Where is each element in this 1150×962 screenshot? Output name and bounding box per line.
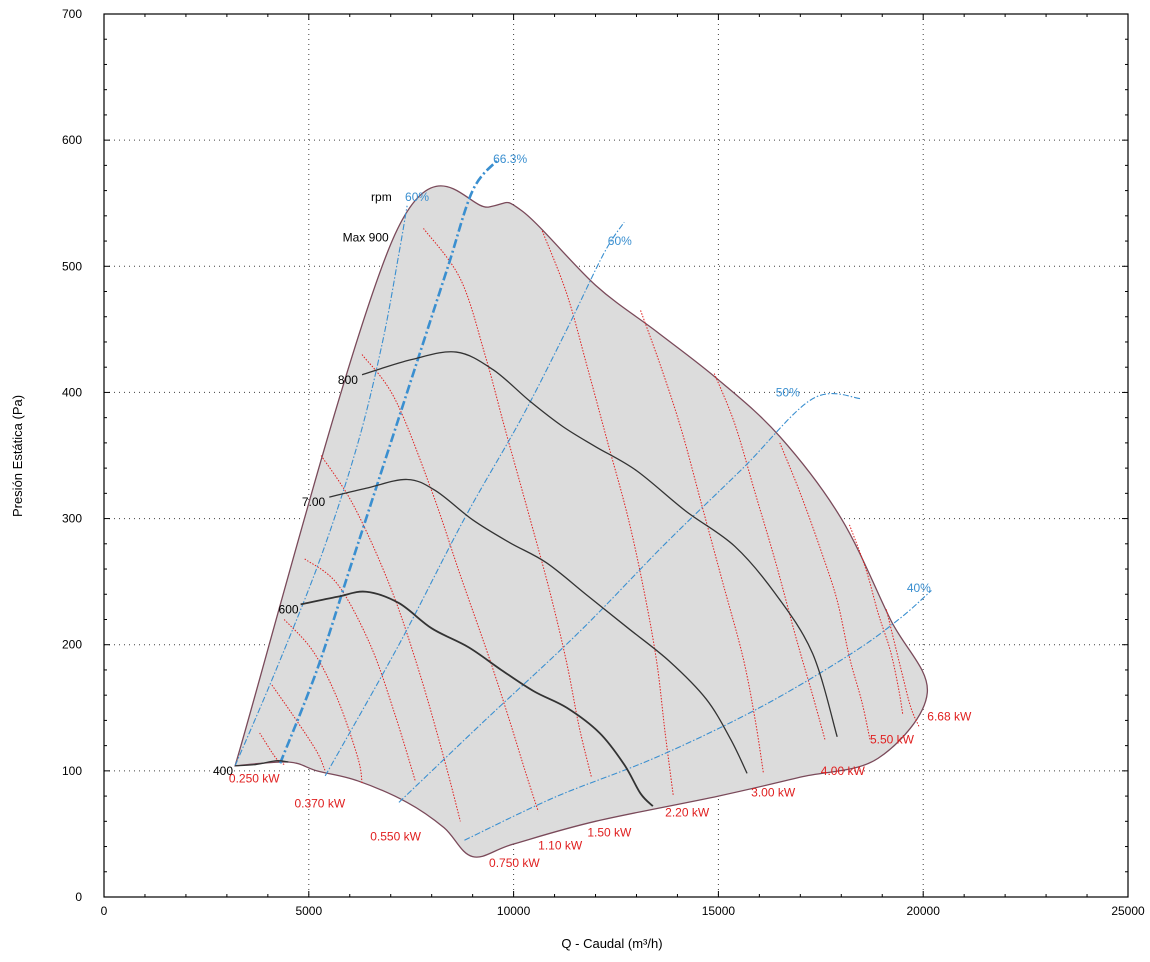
power-curve-2 [283,619,363,784]
y-tick-label: 500 [62,259,82,273]
y-tick-label: 400 [62,385,82,399]
curve-label: 1.50 kW [587,826,632,840]
efficiency-curve-2 [324,221,625,777]
efficiency-curves [234,159,932,841]
curve-label: 7.00 [302,495,326,509]
curve-label: Max 900 [343,230,389,244]
x-tick-label: 25000 [1111,904,1145,918]
power-curves [259,228,920,822]
curve-label: 600 [279,602,299,616]
power-curve-6 [423,228,592,778]
power-curve-9 [713,373,826,740]
curve-label: 0.250 kW [229,771,280,785]
x-tick-label: 0 [101,904,108,918]
curve-label: 4.00 kW [821,764,866,778]
curve-label: 60% [608,234,632,248]
curve-label: 5.50 kW [870,732,915,746]
operating-envelope [234,185,928,858]
y-tick-label: 300 [62,512,82,526]
power-curve-7 [541,230,674,797]
x-tick-label: 15000 [702,904,736,918]
efficiency-curve-1 [278,159,499,764]
efficiency-curve-4 [464,590,932,841]
plot-frame [103,13,1129,898]
power-curve-8 [640,310,764,774]
y-tick-label: 0 [75,890,82,904]
power-curve-0 [259,732,285,765]
rpm-curves [235,351,838,807]
y-axis-title: Presión Estática (Pa) [10,395,25,517]
curve-label: 800 [338,373,358,387]
curve-label: 0.370 kW [294,797,345,811]
curve-label: 0.750 kW [489,856,540,870]
x-axis-title: Q - Caudal (m³/h) [561,936,662,951]
power-curve-11 [849,524,904,715]
power-curve-1 [271,684,326,772]
efficiency-curve-3 [398,393,862,803]
power-curve-10 [779,442,871,740]
curve-labels: rpm 60% Max 900 800 7.00 600 400 66.3% 60% 50% 40%… [213,152,972,870]
curve-label: 66.3% [493,152,527,166]
x-tick-label: 10000 [497,904,531,918]
y-tick-label: 200 [62,638,82,652]
y-tick-label: 600 [62,133,82,147]
rpm-curve-1 [361,351,838,737]
envelope-area [234,185,928,858]
x-tick-label: 5000 [295,904,322,918]
rpm-curve-3 [300,590,654,807]
axes: 0 5000 10000 15000 20000 25000 0 100 200 300 400 50… [62,7,1145,918]
x-tick-label: 20000 [907,904,941,918]
curve-label: 50% [776,385,800,399]
efficiency-curve-0 [234,205,408,767]
curve-label: 2.20 kW [665,805,710,819]
rpm-curve-2 [329,478,748,774]
curve-label: 6.68 kW [927,710,972,724]
y-tick-label: 100 [62,764,82,778]
curve-label: 0.550 kW [370,829,421,843]
curve-label: 60% [405,190,429,204]
power-curve-4 [320,455,461,822]
curve-label: 40% [907,581,931,595]
curve-label: 1.10 kW [538,838,583,852]
y-tick-label: 700 [62,7,82,21]
curve-label: 3.00 kW [751,785,796,799]
curve-label: 400 [213,764,233,778]
rpm-curve-4 [235,760,289,767]
curve-label: rpm [371,190,392,204]
